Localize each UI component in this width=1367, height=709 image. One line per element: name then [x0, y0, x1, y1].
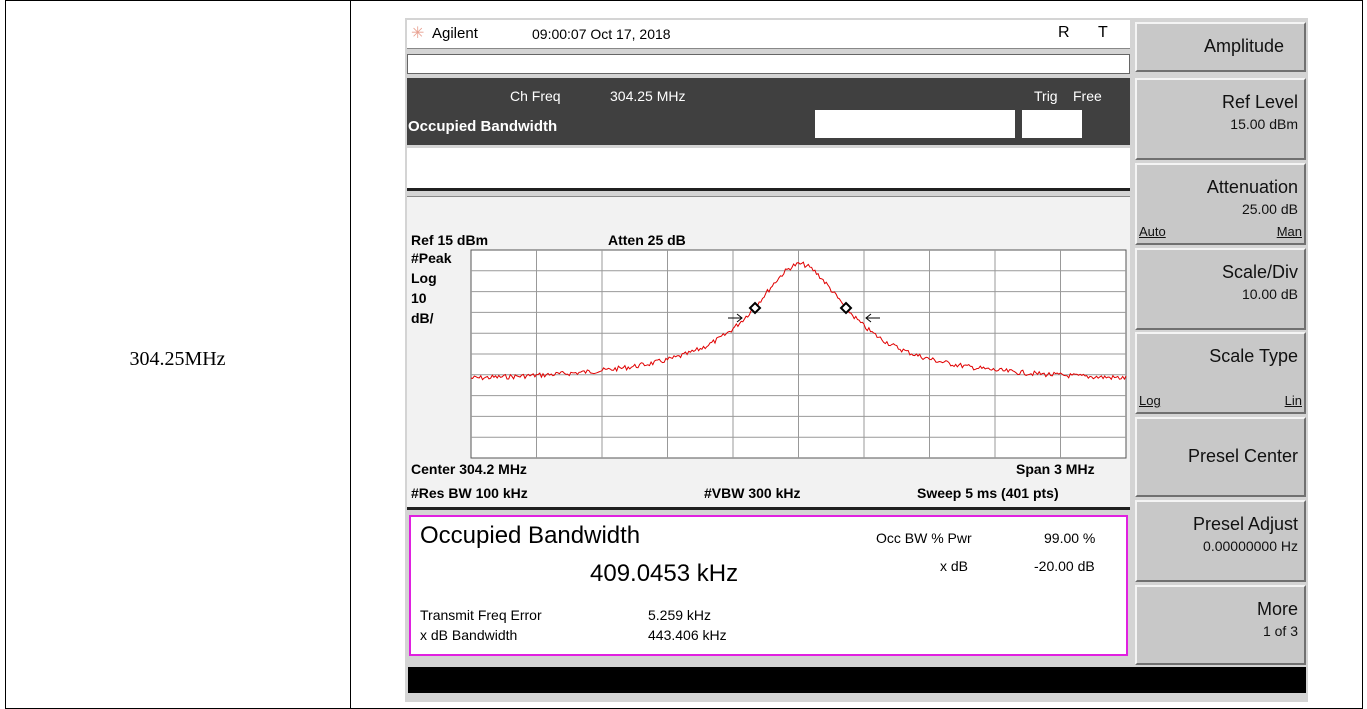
trace [470, 261, 1127, 381]
occ-label: Occ BW % Pwr [876, 530, 972, 546]
vbw: #VBW 300 kHz [704, 485, 801, 501]
trig-label: Trig [1034, 88, 1058, 104]
softkey[interactable]: Presel Center [1135, 417, 1306, 497]
center: Center 304.2 MHz [411, 461, 527, 477]
row-label: Transmit Freq Error [420, 607, 542, 623]
scale-label: 10 [411, 290, 427, 306]
softkey-value: 0.00000000 Hz [1203, 538, 1298, 554]
span: Span 3 MHz [1016, 461, 1095, 477]
softkey-title: Presel Center [1187, 446, 1298, 466]
softkey[interactable]: Amplitude [1135, 22, 1306, 72]
results-value: 409.0453 kHz [590, 560, 739, 587]
softkey[interactable]: Scale Type Log Lin [1135, 332, 1306, 414]
softkey-title: Attenuation [1206, 177, 1298, 197]
scale-label: Log [411, 270, 437, 286]
mode: Occupied Bandwidth [408, 118, 558, 135]
arrow [865, 313, 880, 323]
status: R [1058, 24, 1070, 41]
softkey-title: More [1256, 599, 1298, 619]
cell-divider [350, 0, 351, 709]
marker [748, 301, 762, 315]
brand: Agilent [432, 25, 478, 42]
status: T [1098, 24, 1108, 41]
softkey-option: Log [1139, 393, 1161, 408]
softkey-title: Presel Adjust [1192, 514, 1298, 534]
softkey-value: 10.00 dB [1241, 286, 1298, 302]
xdb-label: x dB [940, 558, 969, 574]
cell-label: 304.25MHz [129, 348, 226, 370]
results-box [409, 515, 1128, 656]
softkey[interactable]: More 1 of 3 [1135, 585, 1306, 665]
softkey-title: Scale Type [1209, 346, 1298, 366]
row-label: x dB Bandwidth [420, 627, 518, 643]
softkey[interactable]: Attenuation 25.00 dB Auto Man [1135, 163, 1306, 245]
res-bw: #Res BW 100 kHz [411, 485, 528, 501]
arrow [728, 313, 743, 323]
ch-freq-label: Ch Freq [510, 88, 561, 104]
softkey-value: 15.00 dBm [1230, 116, 1298, 132]
field-box [815, 110, 1015, 138]
softkey[interactable]: Presel Adjust 0.00000000 Hz [1135, 500, 1306, 582]
marker [839, 301, 853, 315]
field-box [1022, 110, 1082, 138]
softkey-option: Auto [1139, 224, 1166, 239]
softkey[interactable]: Ref Level 15.00 dBm [1135, 78, 1306, 160]
scale-label: #Peak [411, 250, 452, 266]
softkey-value: 1 of 3 [1262, 623, 1298, 639]
softkey-title: Amplitude [1203, 36, 1284, 56]
status-bar [408, 667, 1306, 693]
ref: Ref 15 dBm [411, 232, 489, 248]
results-title: Occupied Bandwidth [420, 522, 641, 549]
sweep: Sweep 5 ms (401 pts) [917, 485, 1059, 501]
top-bar [407, 20, 1130, 49]
xdb-value: -20.00 dB [1034, 558, 1095, 574]
softkey-value: 25.00 dB [1241, 201, 1298, 217]
atten: Atten 25 dB [608, 232, 686, 248]
softkey-title: Ref Level [1221, 92, 1298, 112]
trig: Free [1073, 88, 1102, 104]
occ-value: 99.00 % [1044, 530, 1096, 546]
softkey-title: Scale/Div [1221, 262, 1298, 282]
row-value: 5.259 kHz [648, 607, 712, 623]
logo: ✳ [411, 25, 425, 42]
softkey-option: Man [1276, 224, 1302, 239]
datetime: 09:00:07 Oct 17, 2018 [532, 26, 671, 42]
softkey[interactable]: Scale/Div 10.00 dB [1135, 248, 1306, 330]
info-area [407, 148, 1130, 191]
ch-freq: 304.25 MHz [610, 88, 686, 104]
row-value: 443.406 kHz [648, 627, 727, 643]
softkey-option: Lin [1284, 393, 1302, 408]
message-line [407, 54, 1130, 74]
scale-label: dB/ [411, 310, 434, 326]
